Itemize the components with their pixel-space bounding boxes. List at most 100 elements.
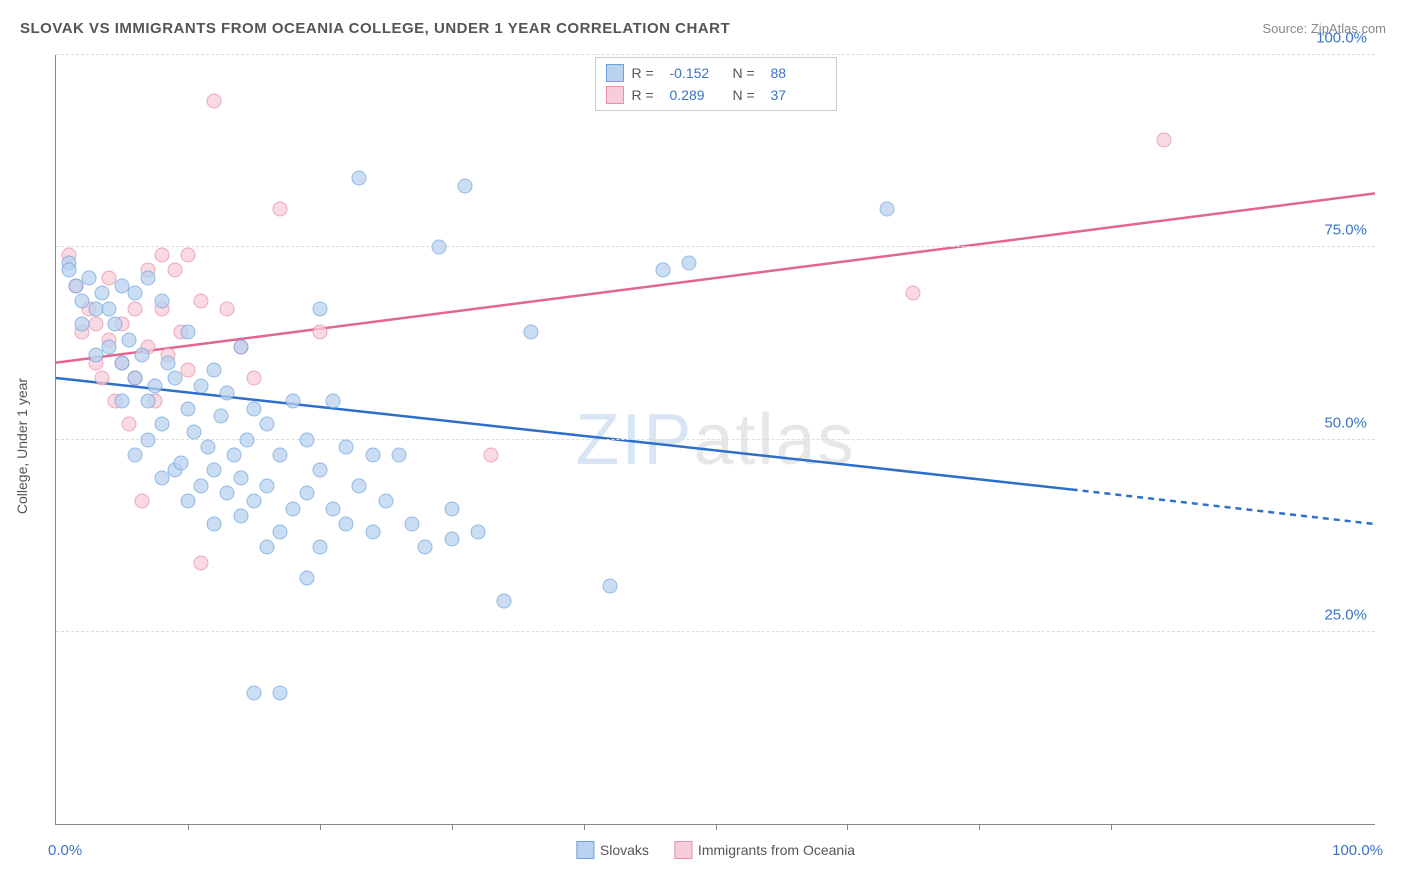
legend-n-value: 88 xyxy=(771,65,826,81)
x-tick xyxy=(1111,824,1112,830)
scatter-point-blue xyxy=(167,370,182,385)
trend-line xyxy=(56,193,1375,362)
scatter-point-blue xyxy=(378,494,393,509)
scatter-point-blue xyxy=(180,494,195,509)
scatter-point-blue xyxy=(62,263,77,278)
scatter-point-blue xyxy=(457,178,472,193)
scatter-point-blue xyxy=(240,432,255,447)
watermark: ZIPatlas xyxy=(575,399,855,481)
scatter-point-pink xyxy=(121,417,136,432)
grid-line xyxy=(56,246,1375,247)
scatter-point-blue xyxy=(325,394,340,409)
scatter-point-pink xyxy=(180,247,195,262)
scatter-point-blue xyxy=(108,317,123,332)
scatter-point-blue xyxy=(114,394,129,409)
scatter-point-blue xyxy=(260,478,275,493)
scatter-point-blue xyxy=(523,324,538,339)
legend-series-item: Slovaks xyxy=(576,841,649,859)
scatter-point-blue xyxy=(365,447,380,462)
legend-stat-row: R =0.289N =37 xyxy=(606,84,826,106)
scatter-point-blue xyxy=(101,301,116,316)
scatter-point-blue xyxy=(128,447,143,462)
chart-title: SLOVAK VS IMMIGRANTS FROM OCEANIA COLLEG… xyxy=(20,20,730,37)
scatter-point-blue xyxy=(147,378,162,393)
legend-swatch xyxy=(606,64,624,82)
scatter-point-pink xyxy=(134,494,149,509)
legend-swatch xyxy=(576,841,594,859)
scatter-point-blue xyxy=(134,347,149,362)
scatter-point-blue xyxy=(365,524,380,539)
scatter-point-pink xyxy=(312,324,327,339)
y-tick-label: 75.0% xyxy=(1324,222,1367,239)
scatter-point-blue xyxy=(260,417,275,432)
legend-swatch xyxy=(674,841,692,859)
x-tick xyxy=(979,824,980,830)
scatter-point-blue xyxy=(141,432,156,447)
scatter-point-blue xyxy=(246,401,261,416)
legend-stat-row: R =-0.152N =88 xyxy=(606,62,826,84)
scatter-point-blue xyxy=(101,340,116,355)
scatter-point-blue xyxy=(682,255,697,270)
scatter-point-blue xyxy=(75,317,90,332)
chart-plot-area: ZIPatlas R =-0.152N =88R =0.289N =37 Slo… xyxy=(55,55,1375,825)
scatter-point-blue xyxy=(220,386,235,401)
scatter-point-blue xyxy=(312,463,327,478)
scatter-point-blue xyxy=(312,301,327,316)
scatter-point-blue xyxy=(220,486,235,501)
x-axis-max-label: 100.0% xyxy=(1332,842,1383,859)
scatter-point-blue xyxy=(260,540,275,555)
scatter-point-blue xyxy=(141,271,156,286)
legend-series-item: Immigrants from Oceania xyxy=(674,841,855,859)
scatter-point-blue xyxy=(180,401,195,416)
scatter-point-pink xyxy=(273,201,288,216)
legend-r-value: 0.289 xyxy=(670,87,725,103)
scatter-point-pink xyxy=(95,370,110,385)
scatter-point-blue xyxy=(114,355,129,370)
legend-series-label: Slovaks xyxy=(600,842,649,858)
scatter-point-pink xyxy=(1156,132,1171,147)
scatter-point-blue xyxy=(233,470,248,485)
legend-series-label: Immigrants from Oceania xyxy=(698,842,855,858)
scatter-point-blue xyxy=(879,201,894,216)
scatter-point-blue xyxy=(121,332,136,347)
scatter-point-pink xyxy=(88,317,103,332)
scatter-point-blue xyxy=(312,540,327,555)
x-tick xyxy=(847,824,848,830)
scatter-point-blue xyxy=(200,440,215,455)
scatter-point-blue xyxy=(233,340,248,355)
scatter-point-blue xyxy=(273,686,288,701)
scatter-point-blue xyxy=(161,355,176,370)
legend-n-label: N = xyxy=(733,65,763,81)
scatter-point-blue xyxy=(128,370,143,385)
y-axis-title: College, Under 1 year xyxy=(14,378,30,514)
scatter-point-blue xyxy=(352,171,367,186)
scatter-point-blue xyxy=(154,294,169,309)
scatter-point-blue xyxy=(180,324,195,339)
scatter-point-blue xyxy=(286,394,301,409)
x-tick xyxy=(188,824,189,830)
scatter-point-blue xyxy=(207,463,222,478)
y-tick-label: 25.0% xyxy=(1324,606,1367,623)
scatter-point-blue xyxy=(227,447,242,462)
scatter-point-blue xyxy=(81,271,96,286)
scatter-point-blue xyxy=(444,532,459,547)
legend-r-label: R = xyxy=(632,87,662,103)
scatter-point-blue xyxy=(207,517,222,532)
scatter-point-blue xyxy=(339,440,354,455)
scatter-point-pink xyxy=(484,447,499,462)
x-axis-min-label: 0.0% xyxy=(48,842,82,859)
legend-swatch xyxy=(606,86,624,104)
scatter-point-blue xyxy=(187,424,202,439)
scatter-point-blue xyxy=(391,447,406,462)
scatter-point-pink xyxy=(207,94,222,109)
scatter-point-blue xyxy=(246,494,261,509)
legend-stats-box: R =-0.152N =88R =0.289N =37 xyxy=(595,57,837,111)
legend-n-label: N = xyxy=(733,87,763,103)
x-tick xyxy=(584,824,585,830)
scatter-point-blue xyxy=(299,570,314,585)
scatter-point-blue xyxy=(655,263,670,278)
scatter-point-pink xyxy=(167,263,182,278)
scatter-point-blue xyxy=(299,432,314,447)
scatter-point-pink xyxy=(246,370,261,385)
scatter-point-blue xyxy=(233,509,248,524)
